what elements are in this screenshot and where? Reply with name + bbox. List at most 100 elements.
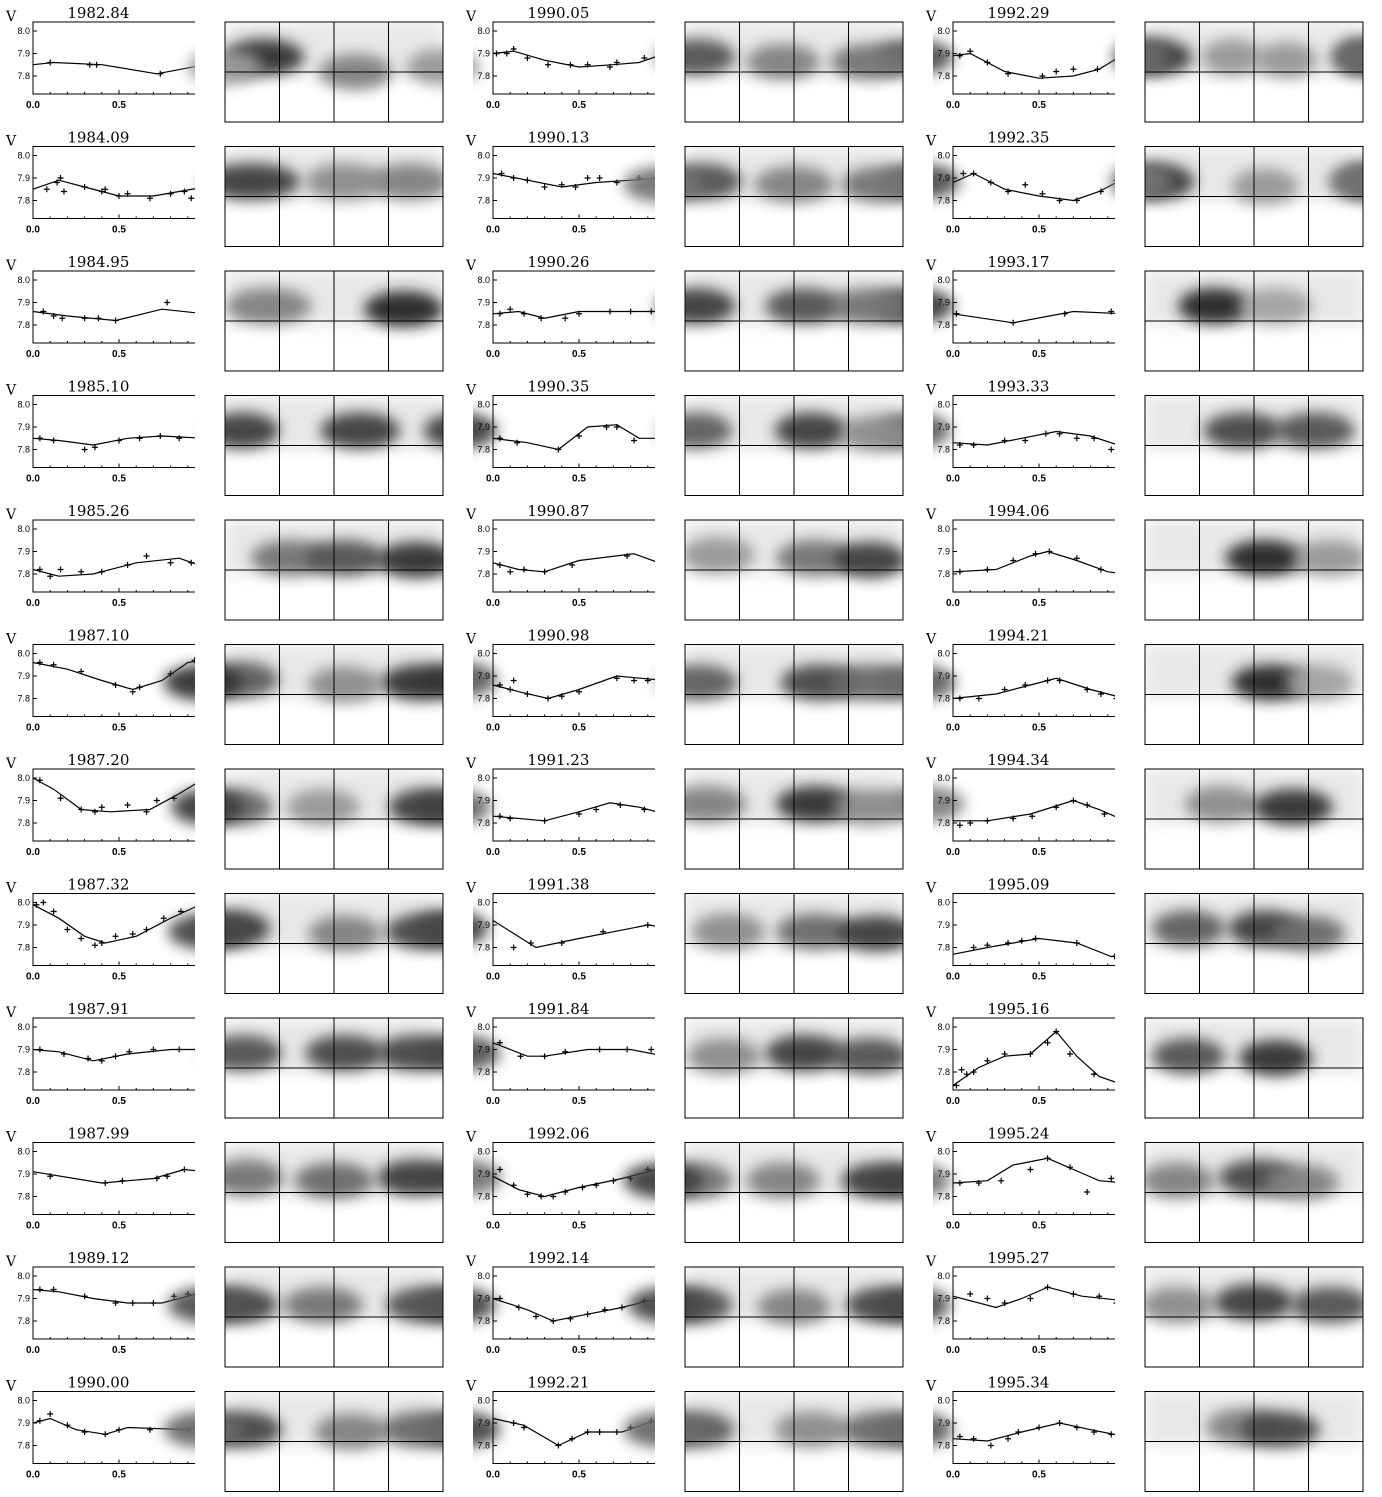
- y-tick-label: 7.8: [937, 818, 950, 828]
- surface-map: [623, 1377, 953, 1497]
- y-tick-label: 8.0: [17, 1396, 30, 1406]
- y-tick-label: 8.0: [477, 898, 490, 908]
- x-tick-label: 0.5: [572, 349, 586, 360]
- data-point: [91, 942, 98, 949]
- data-point: [1084, 686, 1091, 693]
- data-point: [54, 179, 61, 186]
- data-point: [153, 1175, 160, 1182]
- plot-frame: [32, 1142, 206, 1215]
- x-tick-label: 0.5: [112, 225, 126, 236]
- map-mask: [195, 257, 225, 385]
- map-mask: [903, 1004, 933, 1132]
- data-point: [124, 802, 131, 808]
- map-mask: [195, 1004, 473, 1018]
- data-point: [50, 313, 57, 319]
- data-point: [150, 1300, 157, 1306]
- y-tick-label: 8.0: [477, 1271, 490, 1281]
- x-tick-label: 0.0: [26, 100, 40, 111]
- data-point: [98, 188, 105, 195]
- map-mask: [1115, 1253, 1382, 1267]
- data-point: [984, 817, 991, 824]
- surface-map: [1110, 132, 1382, 261]
- data-point: [579, 1184, 586, 1191]
- y-tick-label: 7.8: [937, 1192, 950, 1202]
- y-tick-label: 8.0: [477, 1396, 490, 1406]
- y-axis-letter: V: [5, 1005, 17, 1021]
- data-point: [50, 437, 57, 444]
- data-point: [81, 184, 88, 190]
- data-point: [36, 435, 43, 442]
- x-tick-label: 0.0: [946, 1096, 960, 1107]
- y-tick-label: 7.9: [17, 298, 30, 308]
- data-point: [181, 188, 188, 195]
- y-tick-label: 7.9: [477, 1418, 490, 1428]
- map-mask: [1363, 1377, 1382, 1497]
- data-point: [64, 1422, 71, 1429]
- data-point: [143, 808, 150, 815]
- map-mask: [195, 506, 473, 520]
- spot: [1184, 786, 1258, 822]
- plot-frame: [32, 519, 206, 593]
- spot: [840, 415, 914, 452]
- data-point: [59, 315, 66, 322]
- data-point: [613, 59, 620, 66]
- data-point: [1001, 1300, 1008, 1306]
- x-tick-label: 0.0: [946, 972, 960, 983]
- panel-title: 1993.33: [987, 378, 1049, 396]
- data-point: [1108, 1175, 1115, 1182]
- y-tick-label: 7.8: [17, 943, 30, 953]
- map-mask: [195, 1253, 473, 1267]
- map-mask: [1115, 257, 1145, 385]
- spot: [774, 412, 849, 449]
- y-axis-letter: V: [465, 507, 477, 523]
- data-point: [129, 1300, 136, 1306]
- map-mask: [903, 1377, 933, 1497]
- map-mask: [655, 506, 685, 634]
- spot: [1240, 1411, 1320, 1448]
- y-tick-label: 8.0: [17, 151, 30, 161]
- data-point: [596, 175, 603, 181]
- x-tick-label: 0.0: [26, 349, 40, 360]
- map-mask: [443, 381, 473, 510]
- data-point: [550, 1318, 557, 1324]
- surface-map: [1115, 1128, 1382, 1257]
- x-tick-label: 0.0: [26, 1221, 40, 1232]
- x-tick-label: 0.0: [946, 1221, 960, 1232]
- y-tick-label: 7.8: [17, 71, 30, 81]
- data-point: [1010, 319, 1017, 326]
- data-point: [1073, 940, 1080, 946]
- y-axis-letter: V: [5, 134, 17, 150]
- spot: [225, 288, 312, 324]
- data-point: [50, 1286, 57, 1293]
- y-tick-label: 8.0: [17, 1147, 30, 1157]
- y-tick-label: 7.9: [937, 1294, 950, 1304]
- data-point: [507, 815, 514, 822]
- data-point: [43, 186, 50, 193]
- data-point: [569, 562, 576, 568]
- data-point: [1108, 446, 1115, 453]
- y-axis-letter: V: [925, 134, 937, 150]
- y-tick-label: 8.0: [937, 1271, 950, 1281]
- map-mask: [903, 1253, 933, 1381]
- surface-map: [655, 1004, 933, 1132]
- data-point: [987, 179, 994, 186]
- y-tick-label: 8.0: [937, 773, 950, 783]
- data-point: [555, 1442, 562, 1449]
- y-tick-label: 7.9: [937, 298, 950, 308]
- map-mask: [443, 132, 473, 261]
- map-mask: [903, 1128, 933, 1257]
- x-tick-label: 0.0: [26, 1096, 40, 1107]
- y-axis-letter: V: [925, 9, 937, 25]
- y-tick-label: 7.8: [937, 445, 950, 455]
- panel-title: 1995.34: [987, 1374, 1049, 1392]
- model-curve: [32, 308, 206, 322]
- y-tick-label: 8.0: [17, 524, 30, 534]
- map-mask: [903, 132, 933, 261]
- data-point: [533, 1313, 539, 1320]
- x-tick-label: 0.0: [486, 225, 500, 236]
- panel-title: 1991.38: [527, 876, 589, 894]
